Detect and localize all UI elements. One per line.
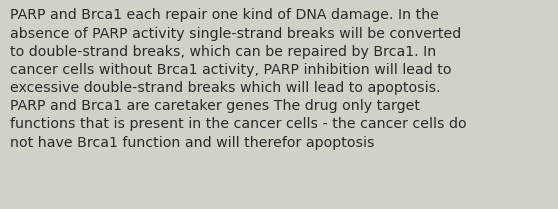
Text: PARP and Brca1 each repair one kind of DNA damage. In the
absence of PARP activi: PARP and Brca1 each repair one kind of D… — [10, 8, 466, 150]
